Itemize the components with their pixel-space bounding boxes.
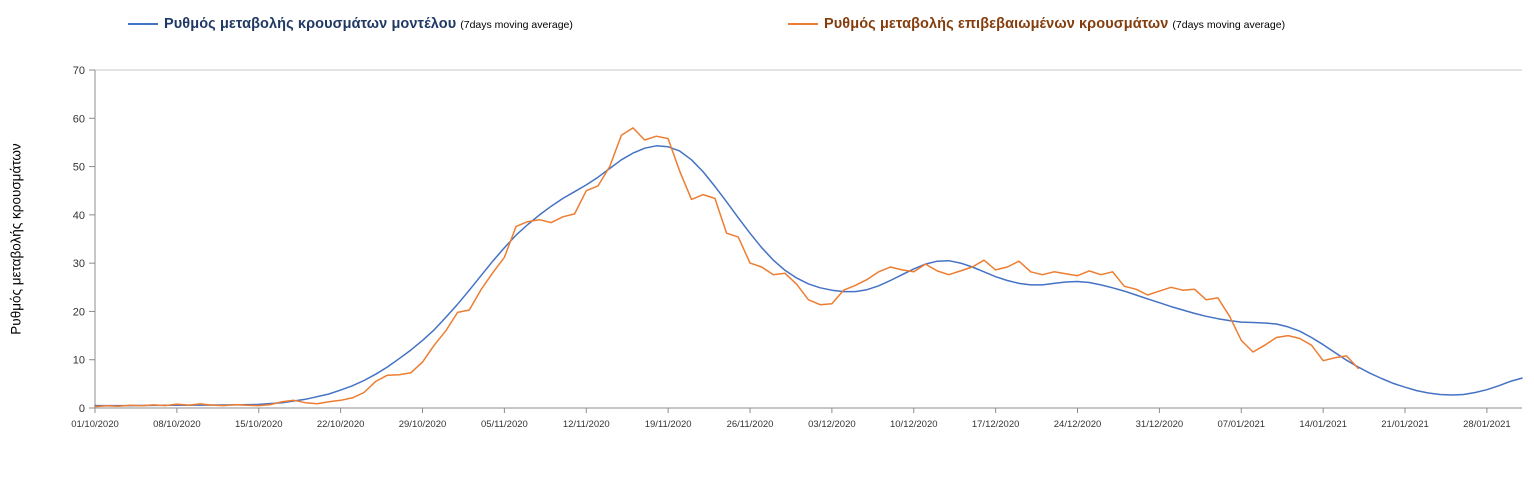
x-tick-label: 19/11/2020 <box>645 419 692 430</box>
legend-label-model: Ρυθμός μεταβολής κρουσμάτων μοντέλου <box>164 16 457 32</box>
x-tick-label: 10/12/2020 <box>890 419 938 430</box>
x-tick-label: 07/01/2021 <box>1218 419 1266 430</box>
x-tick-label: 29/10/2020 <box>399 419 447 430</box>
legend-label-confirmed: Ρυθμός μεταβολής επιβεβαιωμένων κρουσμάτ… <box>824 16 1169 32</box>
y-tick-label: 50 <box>73 162 85 174</box>
x-tick-label: 31/12/2020 <box>1136 419 1184 430</box>
series-line-confirmed <box>94 127 1359 408</box>
x-tick-label: 15/10/2020 <box>235 419 283 430</box>
x-tick-label: 03/12/2020 <box>808 419 856 430</box>
x-tick-label: 24/12/2020 <box>1054 419 1102 430</box>
y-tick-label: 60 <box>73 113 85 125</box>
legend-entry-confirmed: Ρυθμός μεταβολής επιβεβαιωμένων κρουσμάτ… <box>788 16 1285 32</box>
x-tick-label: 01/10/2020 <box>71 419 119 430</box>
legend-entry-model: Ρυθμός μεταβολής κρουσμάτων μοντέλου (7d… <box>128 16 573 32</box>
legend-line-swatch-confirmed <box>788 23 818 25</box>
x-tick-label: 26/11/2020 <box>727 419 774 430</box>
legend-sublabel-confirmed: (7days moving average) <box>1172 19 1286 31</box>
y-tick-label: 70 <box>73 65 85 77</box>
chart-legend: Ρυθμός μεταβολής κρουσμάτων μοντέλου (7d… <box>0 10 1534 40</box>
legend-sublabel-model: (7days moving average) <box>460 19 573 31</box>
y-tick-label: 30 <box>73 258 85 270</box>
legend-line-swatch-model <box>128 23 158 25</box>
y-tick-label: 10 <box>73 355 85 367</box>
x-tick-label: 21/01/2021 <box>1381 419 1429 430</box>
x-tick-label: 05/11/2020 <box>481 419 528 430</box>
series-line-model <box>94 145 1523 407</box>
x-tick-label: 17/12/2020 <box>972 419 1020 430</box>
y-axis-title: Ρυθμός μεταβολής κρουσμάτων <box>8 143 24 335</box>
y-tick-label: 0 <box>79 403 85 415</box>
x-tick-label: 12/11/2020 <box>563 419 610 430</box>
y-tick-label: 40 <box>73 210 85 222</box>
y-tick-label: 20 <box>73 306 85 318</box>
x-tick-label: 22/10/2020 <box>317 419 365 430</box>
x-tick-label: 28/01/2021 <box>1463 419 1511 430</box>
x-tick-label: 14/01/2021 <box>1299 419 1347 430</box>
x-tick-label: 08/10/2020 <box>153 419 201 430</box>
